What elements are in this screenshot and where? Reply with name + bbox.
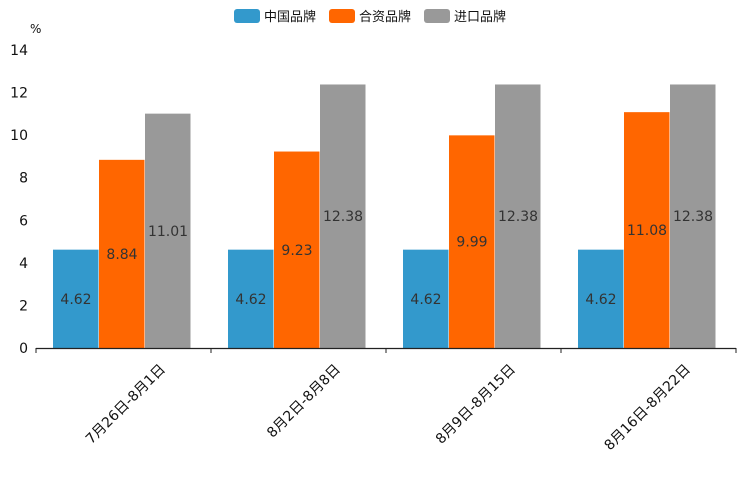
bars: [53, 84, 716, 349]
data-label: 4.62: [585, 292, 616, 308]
x-tick-label: 8月2日-8月8日: [264, 362, 344, 442]
data-label: 9.99: [456, 235, 487, 251]
bar[interactable]: [228, 249, 274, 348]
data-label: 4.62: [410, 292, 441, 308]
data-label: 4.62: [235, 292, 266, 308]
bar[interactable]: [274, 151, 320, 348]
bar[interactable]: [99, 159, 145, 348]
data-label: 8.84: [106, 247, 137, 263]
data-label: 4.62: [60, 292, 91, 308]
data-labels: 4.62 8.84 11.01 4.62 9.23 12.38 4.62 9.99 12.38 4…: [60, 209, 713, 308]
legend-swatch[interactable]: [234, 9, 260, 23]
x-tick-label: 7月26日-8月1日: [83, 362, 169, 448]
legend-label: 进口品牌: [454, 9, 506, 25]
x-axis: 7月26日-8月1日 8月2日-8月8日 8月9日-8月15日 8月16日-8月22日: [35, 347, 737, 454]
legend-label: 合资品牌: [359, 9, 411, 25]
bar[interactable]: [320, 84, 366, 349]
bar[interactable]: [624, 112, 670, 348]
data-label: 12.38: [323, 209, 363, 225]
bar[interactable]: [449, 135, 495, 348]
y-tick-label: 10: [10, 128, 28, 144]
bar[interactable]: [578, 249, 624, 348]
bar[interactable]: [495, 84, 541, 349]
legend: 中国品牌 合资品牌 进口品牌: [234, 9, 506, 25]
y-tick-label: 0: [19, 341, 28, 357]
y-tick-label: 2: [19, 298, 28, 314]
y-axis: 0 2 4 6 8 10 12 14: [10, 43, 28, 357]
bar[interactable]: [145, 113, 191, 348]
legend-swatch[interactable]: [424, 9, 450, 23]
data-label: 11.01: [148, 224, 188, 240]
bar[interactable]: [670, 84, 716, 349]
x-tick-label: 8月9日-8月15日: [433, 362, 519, 448]
legend-swatch[interactable]: [329, 9, 355, 23]
data-label: 11.08: [627, 223, 667, 239]
y-tick-label: 6: [19, 213, 28, 229]
y-tick-label: 14: [10, 43, 28, 59]
bar[interactable]: [403, 249, 449, 348]
x-tick-label: 8月16日-8月22日: [602, 362, 694, 454]
y-tick-label: 12: [10, 86, 28, 102]
data-label: 9.23: [281, 243, 312, 259]
y-tick-label: 8: [19, 171, 28, 187]
legend-label: 中国品牌: [264, 9, 316, 25]
y-tick-label: 4: [19, 256, 28, 272]
data-label: 12.38: [673, 209, 713, 225]
y-axis-unit-label: %: [30, 22, 41, 36]
bar[interactable]: [53, 249, 99, 348]
data-label: 12.38: [498, 209, 538, 225]
